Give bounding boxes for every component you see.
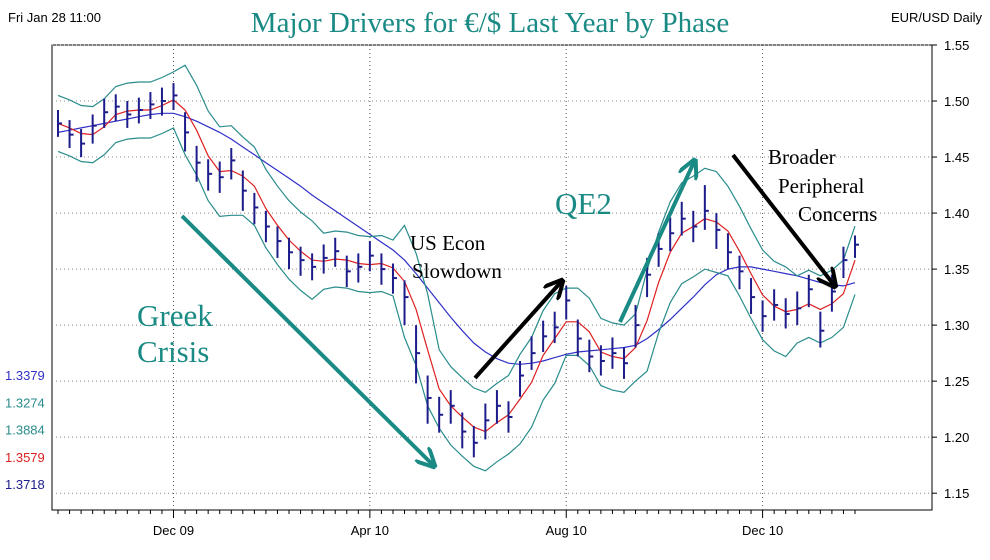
y-tick-label: 1.25: [944, 374, 969, 389]
plot: [57, 64, 859, 472]
y-tick-label: 1.55: [944, 38, 969, 53]
y-tick-label: 1.50: [944, 94, 969, 109]
readout: 1.3718: [5, 477, 45, 492]
y-tick-label: 1.30: [944, 318, 969, 333]
y-tick-label: 1.35: [944, 262, 969, 277]
annotation: Slowdown: [412, 259, 502, 283]
annotation: Broader: [768, 145, 836, 169]
y-tick-label: 1.15: [944, 486, 969, 501]
x-tick-label: Aug 10: [546, 523, 587, 538]
readout: 1.3379: [5, 368, 45, 383]
arrow: [618, 162, 694, 323]
x-tick-label: Dec 10: [742, 523, 783, 538]
y-tick-label: 1.45: [944, 150, 969, 165]
annotation: Greek: [137, 298, 213, 333]
annotation: US Econ: [410, 231, 486, 255]
indicator-line: [57, 127, 856, 472]
instrument: EUR/USD Daily: [891, 10, 983, 25]
indicator-line: [57, 99, 856, 433]
arrow: [731, 153, 834, 285]
grid: [52, 44, 937, 518]
x-tick-label: Dec 09: [153, 523, 194, 538]
readout: 1.3274: [5, 395, 45, 410]
readout: 1.3884: [5, 423, 45, 438]
arrow: [180, 214, 433, 465]
labels: 1.15 1.20 1.25 1.30 1.35 1.40 1.45 1.50 1.55 Dec …: [5, 38, 969, 538]
x-tick-label: Apr 10: [351, 523, 389, 538]
indicator-line: [57, 64, 856, 393]
annotation: Peripheral: [778, 174, 864, 198]
y-tick-label: 1.40: [944, 206, 969, 221]
readout: 1.3579: [5, 450, 45, 465]
arrow: [473, 282, 561, 380]
annotation: QE2: [555, 186, 612, 221]
annotation: Crisis: [137, 334, 209, 369]
timestamp: Fri Jan 28 11:00: [8, 10, 101, 25]
chart-title: Major Drivers for €/$ Last Year by Phase: [251, 7, 729, 39]
y-tick-label: 1.20: [944, 430, 969, 445]
annotation: Concerns: [798, 202, 877, 226]
